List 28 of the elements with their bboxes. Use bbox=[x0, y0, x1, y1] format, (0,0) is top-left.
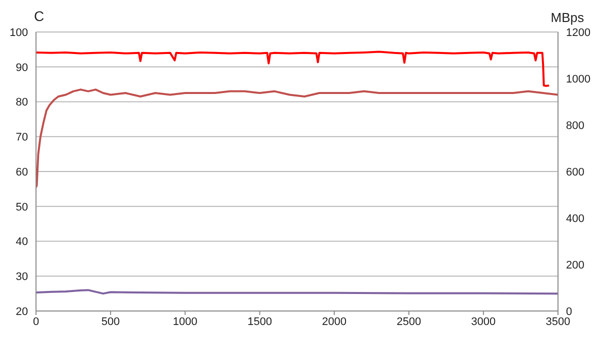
y2-tick-label: 1200 bbox=[566, 26, 590, 39]
y-axis-title: C bbox=[34, 8, 44, 24]
y2-tick-label: 1000 bbox=[566, 73, 590, 86]
y2-tick-label: 600 bbox=[566, 166, 584, 178]
x-tick-label: 500 bbox=[101, 316, 120, 328]
y-tick-label: 40 bbox=[16, 236, 28, 248]
x-tick-label: 2000 bbox=[322, 316, 347, 328]
x-tick-label: 3500 bbox=[546, 316, 570, 328]
x-tick-label: 3000 bbox=[471, 316, 496, 328]
x-tick-label: 1500 bbox=[247, 316, 272, 328]
y2-axis-title: MBps bbox=[550, 10, 584, 25]
line-series bbox=[36, 50, 550, 87]
y-tick-label: 90 bbox=[16, 62, 28, 74]
y-tick-label: 80 bbox=[16, 96, 28, 109]
y-tick-label: 50 bbox=[16, 201, 28, 214]
y-tick-label: 60 bbox=[16, 166, 28, 178]
y2-tick-label: 400 bbox=[566, 212, 584, 225]
x-tick-label: 0 bbox=[32, 316, 40, 328]
line-series bbox=[36, 88, 558, 188]
y-tick-label: 20 bbox=[16, 306, 28, 318]
y2-tick-label: 0 bbox=[566, 306, 572, 318]
y-tick-label: 70 bbox=[16, 132, 28, 144]
y-tick-label: 30 bbox=[16, 271, 28, 284]
y2-tick-label: 800 bbox=[566, 120, 584, 132]
y-tick-label: 100 bbox=[10, 26, 28, 39]
x-tick-label: 1000 bbox=[172, 316, 198, 328]
x-tick-label: 2500 bbox=[396, 316, 422, 328]
y2-tick-label: 200 bbox=[566, 259, 584, 272]
